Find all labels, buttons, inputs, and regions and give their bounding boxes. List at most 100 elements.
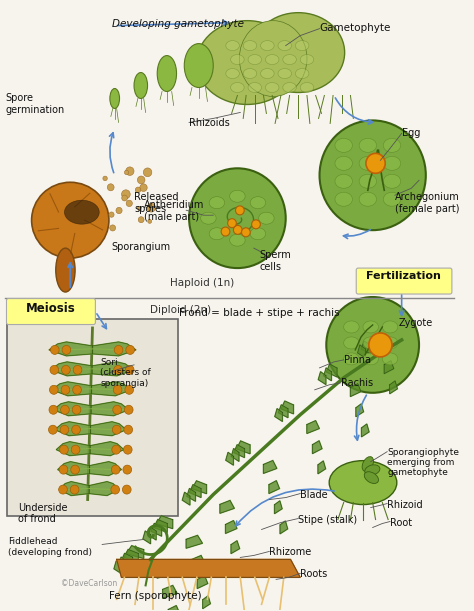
Polygon shape [89, 481, 119, 496]
Circle shape [59, 465, 68, 474]
Circle shape [112, 425, 121, 434]
Circle shape [116, 207, 122, 214]
Polygon shape [55, 422, 91, 436]
Ellipse shape [261, 40, 274, 51]
Ellipse shape [231, 82, 244, 92]
Ellipse shape [261, 68, 274, 79]
Text: Roots: Roots [300, 569, 328, 579]
Polygon shape [92, 342, 136, 356]
Circle shape [126, 345, 135, 354]
Circle shape [60, 445, 68, 454]
Polygon shape [148, 527, 156, 540]
Ellipse shape [344, 321, 359, 333]
Circle shape [326, 297, 419, 393]
Ellipse shape [383, 174, 401, 188]
Polygon shape [327, 364, 337, 377]
Text: Gametophyte: Gametophyte [319, 23, 391, 32]
Ellipse shape [335, 138, 352, 152]
Circle shape [369, 333, 392, 357]
Text: Zygote: Zygote [399, 318, 433, 328]
Ellipse shape [335, 192, 352, 207]
Circle shape [71, 465, 80, 474]
Text: Pinna: Pinna [344, 355, 371, 365]
Circle shape [236, 206, 244, 215]
Polygon shape [191, 555, 205, 568]
Circle shape [103, 176, 107, 181]
Polygon shape [156, 516, 173, 529]
Circle shape [252, 220, 260, 229]
Ellipse shape [383, 156, 401, 170]
Ellipse shape [278, 40, 292, 51]
Polygon shape [318, 371, 326, 384]
Polygon shape [58, 462, 90, 475]
Polygon shape [90, 462, 121, 475]
Circle shape [114, 365, 122, 375]
Ellipse shape [209, 197, 225, 209]
Polygon shape [226, 452, 234, 465]
Circle shape [48, 425, 57, 434]
Text: Rachis: Rachis [341, 378, 373, 388]
Circle shape [140, 184, 147, 191]
Ellipse shape [359, 192, 376, 207]
Polygon shape [231, 541, 240, 554]
FancyBboxPatch shape [7, 299, 95, 324]
Ellipse shape [295, 40, 309, 51]
Text: Fiddlehead
(developing frond): Fiddlehead (developing frond) [9, 538, 92, 557]
Ellipse shape [364, 472, 378, 483]
Ellipse shape [64, 200, 99, 224]
Ellipse shape [300, 54, 314, 65]
Text: Underside
of frond: Underside of frond [18, 503, 68, 524]
Text: Blade: Blade [300, 489, 328, 500]
Circle shape [189, 168, 286, 268]
FancyBboxPatch shape [356, 268, 452, 294]
Circle shape [109, 212, 114, 218]
Circle shape [122, 195, 128, 201]
Circle shape [62, 365, 70, 375]
Circle shape [319, 120, 426, 230]
Polygon shape [91, 402, 129, 415]
Polygon shape [54, 402, 91, 415]
Polygon shape [390, 381, 397, 394]
Circle shape [111, 485, 119, 494]
Circle shape [113, 386, 122, 394]
Polygon shape [50, 362, 92, 376]
Text: Developing gametophyte: Developing gametophyte [112, 19, 244, 29]
Circle shape [143, 168, 152, 177]
Polygon shape [307, 420, 319, 434]
Ellipse shape [250, 228, 265, 240]
Ellipse shape [363, 353, 378, 365]
Circle shape [148, 219, 152, 224]
Circle shape [73, 386, 82, 394]
Polygon shape [357, 345, 365, 358]
Polygon shape [361, 424, 369, 437]
Ellipse shape [362, 456, 374, 471]
Ellipse shape [252, 13, 345, 92]
Ellipse shape [226, 68, 239, 79]
Circle shape [109, 225, 116, 231]
Ellipse shape [344, 353, 359, 365]
Circle shape [137, 176, 145, 184]
Polygon shape [186, 535, 202, 548]
Text: Diploid (2n): Diploid (2n) [150, 305, 211, 315]
Polygon shape [197, 576, 208, 588]
Polygon shape [49, 342, 92, 356]
Polygon shape [192, 481, 207, 494]
Polygon shape [264, 461, 277, 474]
Polygon shape [124, 549, 138, 562]
Ellipse shape [134, 73, 147, 98]
Ellipse shape [283, 82, 296, 92]
Polygon shape [117, 560, 300, 577]
Text: Sporangiophyte
emerging from
gametophyte: Sporangiophyte emerging from gametophyte [387, 448, 459, 477]
Text: Sperm
cells: Sperm cells [260, 250, 292, 272]
Text: Rhizoids: Rhizoids [189, 119, 230, 128]
Polygon shape [361, 341, 371, 354]
FancyBboxPatch shape [8, 319, 179, 516]
Ellipse shape [184, 43, 213, 87]
Circle shape [62, 345, 71, 354]
Circle shape [366, 153, 385, 174]
Circle shape [147, 203, 155, 212]
Circle shape [122, 485, 131, 494]
Polygon shape [56, 442, 90, 456]
Text: Rhizome: Rhizome [269, 547, 311, 557]
Ellipse shape [243, 40, 257, 51]
